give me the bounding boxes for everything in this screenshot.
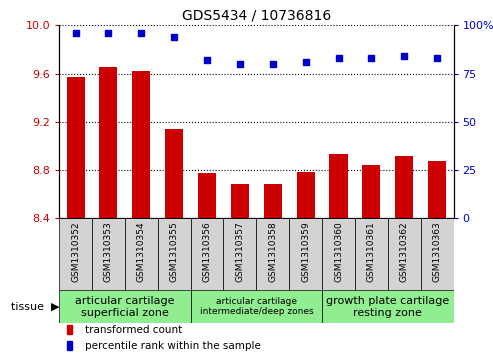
- Bar: [264, 184, 282, 218]
- Text: GSM1310353: GSM1310353: [104, 221, 113, 282]
- Bar: [165, 129, 183, 218]
- Bar: [297, 172, 315, 218]
- Point: [105, 30, 112, 36]
- Text: GSM1310363: GSM1310363: [433, 221, 442, 282]
- Point: [433, 55, 441, 61]
- Text: articular cartilage
intermediate/deep zones: articular cartilage intermediate/deep zo…: [200, 297, 313, 317]
- Bar: [59, 218, 92, 290]
- Bar: [329, 154, 348, 218]
- Title: GDS5434 / 10736816: GDS5434 / 10736816: [182, 9, 331, 23]
- Point: [170, 34, 178, 40]
- Point: [71, 30, 79, 36]
- Text: GSM1310362: GSM1310362: [400, 221, 409, 282]
- Text: GSM1310359: GSM1310359: [301, 221, 310, 282]
- Point: [335, 55, 343, 61]
- Text: GSM1310358: GSM1310358: [268, 221, 277, 282]
- Point: [203, 57, 211, 63]
- Bar: [322, 218, 355, 290]
- Bar: [198, 173, 216, 218]
- Bar: [421, 218, 454, 290]
- Text: growth plate cartilage
resting zone: growth plate cartilage resting zone: [326, 296, 450, 318]
- Text: GSM1310355: GSM1310355: [170, 221, 178, 282]
- Text: GSM1310352: GSM1310352: [71, 221, 80, 282]
- Bar: [191, 290, 322, 323]
- Point: [400, 53, 408, 59]
- Bar: [67, 341, 72, 350]
- Bar: [395, 156, 413, 218]
- Point: [269, 61, 277, 67]
- Text: GSM1310361: GSM1310361: [367, 221, 376, 282]
- Bar: [67, 77, 85, 218]
- Bar: [322, 290, 454, 323]
- Text: GSM1310354: GSM1310354: [137, 221, 146, 282]
- Text: articular cartilage
superficial zone: articular cartilage superficial zone: [75, 296, 175, 318]
- Text: tissue  ▶: tissue ▶: [11, 302, 59, 312]
- Bar: [67, 325, 72, 334]
- Bar: [100, 68, 117, 218]
- Point: [302, 59, 310, 65]
- Bar: [355, 218, 388, 290]
- Point: [236, 61, 244, 67]
- Point: [138, 30, 145, 36]
- Bar: [132, 71, 150, 218]
- Bar: [428, 161, 446, 218]
- Text: transformed count: transformed count: [85, 325, 182, 335]
- Bar: [125, 218, 158, 290]
- Text: GSM1310357: GSM1310357: [236, 221, 245, 282]
- Text: GSM1310356: GSM1310356: [203, 221, 211, 282]
- Bar: [362, 165, 381, 218]
- Bar: [59, 290, 191, 323]
- Bar: [289, 218, 322, 290]
- Point: [367, 55, 375, 61]
- Bar: [223, 218, 256, 290]
- Bar: [256, 218, 289, 290]
- Text: percentile rank within the sample: percentile rank within the sample: [85, 341, 261, 351]
- Bar: [92, 218, 125, 290]
- Bar: [231, 184, 249, 218]
- Bar: [388, 218, 421, 290]
- Bar: [191, 218, 223, 290]
- Text: GSM1310360: GSM1310360: [334, 221, 343, 282]
- Bar: [158, 218, 191, 290]
